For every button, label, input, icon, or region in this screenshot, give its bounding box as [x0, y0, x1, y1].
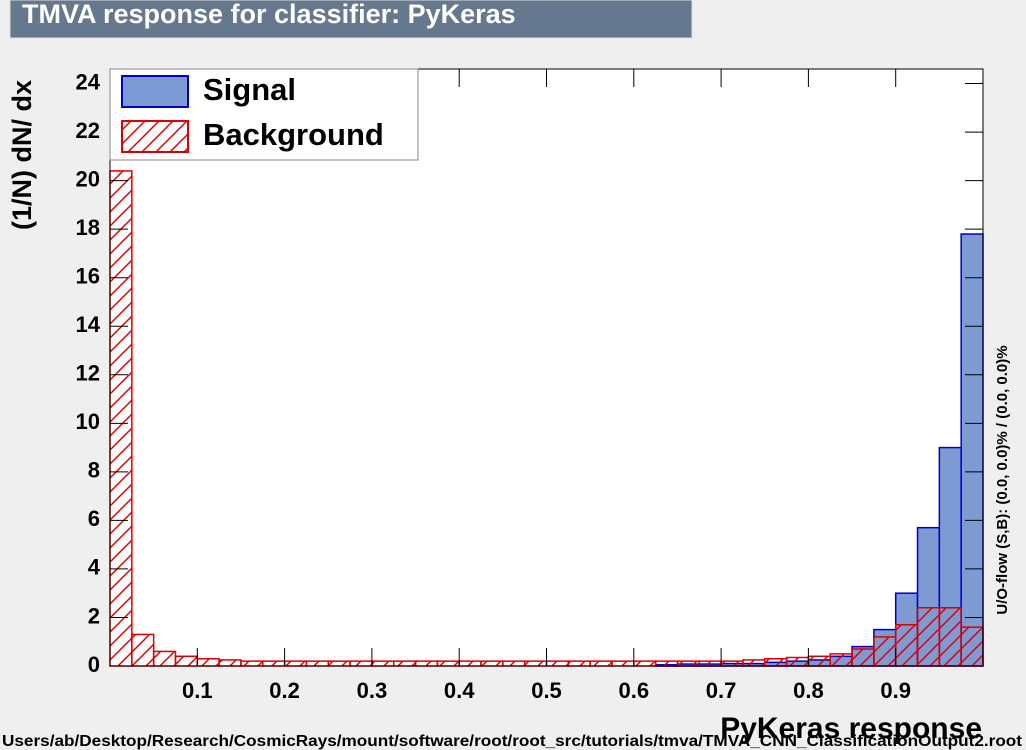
background-bar [633, 660, 657, 667]
background-bar [218, 659, 242, 667]
y-tick-label: 22 [76, 118, 100, 143]
background-bar [523, 660, 548, 667]
background-bar [545, 660, 570, 667]
background-bar [502, 660, 526, 667]
background-bar [283, 660, 308, 667]
x-tick-label: 0.7 [706, 678, 737, 703]
background-bar [262, 660, 286, 667]
background-bar [305, 660, 329, 667]
x-tick-label: 0.4 [444, 678, 475, 703]
x-tick-label: 0.3 [357, 678, 388, 703]
background-bar [240, 660, 264, 667]
background-bar [894, 623, 919, 667]
y-tick-label: 2 [88, 603, 100, 628]
y-tick-label: 24 [76, 69, 101, 94]
background-bar [960, 626, 984, 667]
y-tick-label: 8 [88, 458, 100, 483]
y-tick-label: 14 [76, 312, 101, 337]
x-tick-label: 0.1 [182, 678, 213, 703]
legend-swatch [121, 75, 189, 108]
background-bar [392, 660, 417, 667]
plot-area [109, 68, 984, 667]
y-axis-label: (1/N) dN/ dx [7, 80, 37, 230]
background-bar [851, 648, 875, 667]
background-bar [720, 660, 744, 667]
background-bar [676, 660, 701, 667]
y-tick-label: 10 [76, 409, 100, 434]
plot-frame [109, 68, 984, 667]
background-bar [698, 660, 722, 667]
background-bar [174, 655, 199, 667]
overflow-note: U/O-flow (S,B): (0.0, 0.0)% / (0.0, 0.0)… [994, 345, 1011, 614]
background-bar [589, 660, 613, 667]
background-bar [764, 657, 788, 667]
y-tick-label: 4 [88, 555, 101, 580]
x-tick-label: 0.8 [793, 678, 824, 703]
background-bar [480, 660, 504, 667]
chart-title: TMVA response for classifier: PyKeras [22, 0, 516, 29]
y-tick-label: 12 [76, 361, 100, 386]
background-bar [371, 660, 395, 667]
background-bar [414, 660, 439, 667]
background-bar [654, 660, 679, 667]
background-bar [458, 660, 482, 667]
background-bar [436, 660, 460, 667]
title-box [9, 0, 693, 39]
background-bar [131, 633, 155, 667]
x-axis-label: PyKeras response [720, 712, 982, 745]
background-bar [829, 653, 853, 667]
legend-label: Background [203, 117, 384, 152]
y-tick-label: 6 [88, 506, 100, 531]
y-tick-label: 16 [76, 264, 100, 289]
legend-swatch [121, 120, 189, 153]
background-bar [152, 650, 177, 667]
x-tick-label: 0.9 [880, 678, 911, 703]
y-tick-label: 0 [88, 652, 100, 677]
x-tick-label: 0.5 [531, 678, 562, 703]
x-tick-label: 0.2 [269, 678, 300, 703]
background-bar [916, 607, 941, 667]
background-bar [109, 170, 133, 667]
background-bar [785, 656, 810, 667]
background-bar [349, 660, 373, 667]
background-bar [196, 657, 220, 667]
y-tick-label: 20 [76, 166, 100, 191]
background-bar [873, 636, 897, 667]
signal-bar [960, 233, 984, 667]
background-bar [742, 659, 766, 667]
background-bar [327, 660, 351, 667]
background-bar [611, 660, 635, 667]
background-bar [807, 655, 831, 667]
legend-label: Signal [203, 72, 296, 107]
background-bar [567, 660, 591, 667]
y-tick-label: 18 [76, 215, 100, 240]
x-tick-label: 0.6 [619, 678, 650, 703]
footer-path: Users/ab/Desktop/Research/CosmicRays/mou… [2, 733, 1023, 750]
background-bar [938, 607, 962, 667]
